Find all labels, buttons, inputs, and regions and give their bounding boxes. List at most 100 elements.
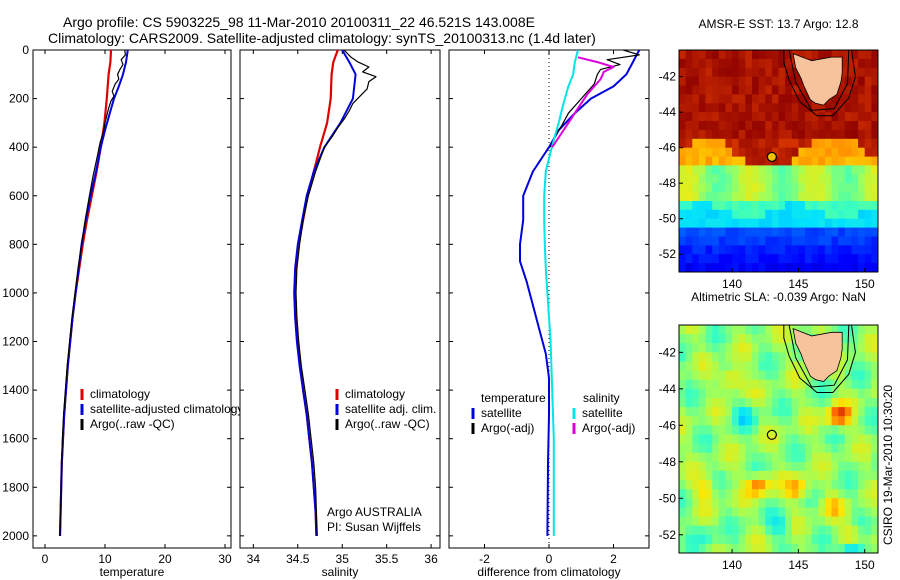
map-cell bbox=[752, 334, 760, 344]
map-cell bbox=[838, 94, 846, 104]
map-cell bbox=[851, 434, 859, 445]
map-cell bbox=[871, 443, 878, 454]
map-cell bbox=[698, 76, 707, 87]
map-cell bbox=[679, 480, 687, 490]
map-cell bbox=[698, 443, 707, 454]
map-cell bbox=[692, 121, 700, 131]
map-cell bbox=[791, 379, 799, 390]
map-cell bbox=[725, 138, 733, 149]
map-cell bbox=[858, 227, 866, 238]
map-cell bbox=[679, 334, 687, 344]
map-cell bbox=[732, 58, 740, 69]
map-cell bbox=[718, 227, 726, 238]
map-cell bbox=[705, 452, 713, 463]
map-cell bbox=[758, 443, 766, 454]
map-cell bbox=[811, 254, 819, 264]
map-cell bbox=[752, 498, 760, 508]
map-cell bbox=[851, 443, 859, 454]
map-cell bbox=[844, 201, 852, 211]
map-cell bbox=[725, 218, 733, 229]
map-cell bbox=[791, 121, 799, 131]
y-tick-label: 400 bbox=[9, 140, 29, 154]
map-cell bbox=[705, 543, 713, 553]
map-cell bbox=[732, 507, 740, 518]
map-cell bbox=[712, 245, 720, 255]
map-cell bbox=[732, 343, 740, 353]
map-cell bbox=[758, 192, 766, 202]
map-cell bbox=[864, 507, 872, 518]
map-cell bbox=[692, 507, 700, 518]
map-cell bbox=[725, 534, 733, 545]
map-cell bbox=[732, 516, 740, 527]
map-cell bbox=[798, 452, 806, 463]
map-cell bbox=[758, 452, 766, 463]
map-cell bbox=[831, 50, 839, 60]
map-cell bbox=[732, 218, 740, 229]
map-cell bbox=[798, 103, 806, 113]
map-cell bbox=[824, 379, 833, 390]
map-y-tick-label: -52 bbox=[659, 247, 677, 261]
plot-frame bbox=[239, 49, 441, 549]
map-cell bbox=[858, 209, 866, 220]
map-cell bbox=[778, 85, 786, 95]
map-cell bbox=[745, 407, 753, 417]
map-cell bbox=[698, 112, 707, 122]
map-cell bbox=[685, 227, 693, 238]
map-cell bbox=[712, 174, 720, 184]
map-cell bbox=[745, 470, 753, 481]
map-cell bbox=[752, 534, 760, 545]
map-cell bbox=[758, 525, 766, 536]
map-cell bbox=[725, 452, 733, 463]
map-cell bbox=[831, 245, 839, 255]
map-cell bbox=[712, 434, 720, 445]
map-cell bbox=[871, 334, 878, 344]
map-cell bbox=[685, 480, 693, 490]
map-cell bbox=[738, 201, 746, 211]
map-cell bbox=[851, 534, 859, 545]
map-cell bbox=[785, 50, 793, 60]
map-cell bbox=[831, 461, 839, 472]
map-cell bbox=[824, 543, 833, 553]
map-cell bbox=[718, 507, 726, 518]
map-cell bbox=[685, 461, 693, 472]
map-cell bbox=[679, 112, 687, 122]
map-cell bbox=[811, 489, 819, 499]
map-cell bbox=[752, 407, 760, 417]
map-cell bbox=[712, 85, 720, 95]
map-cell bbox=[844, 209, 852, 220]
series-line-temperature-argo-adj- bbox=[550, 50, 640, 148]
map-cell bbox=[871, 85, 878, 95]
map-cell bbox=[785, 192, 793, 202]
map-cell bbox=[785, 398, 793, 408]
map-cell bbox=[778, 156, 786, 167]
map-cell bbox=[679, 370, 687, 381]
map-cell bbox=[771, 470, 780, 481]
map-cell bbox=[798, 263, 806, 272]
map-cell bbox=[805, 525, 813, 536]
map-cell bbox=[858, 236, 866, 246]
map-cell bbox=[732, 138, 740, 149]
map-cell bbox=[805, 209, 813, 220]
map-cell bbox=[685, 129, 693, 140]
legend-group-title: salinity bbox=[583, 391, 620, 405]
map-cell bbox=[805, 218, 813, 229]
map-cell bbox=[679, 129, 687, 140]
map-cell bbox=[692, 103, 700, 113]
map-cell bbox=[725, 407, 733, 417]
map-cell bbox=[738, 507, 746, 518]
map-cell bbox=[738, 379, 746, 390]
map-cell bbox=[831, 183, 839, 193]
map-cell bbox=[705, 183, 713, 193]
series-line-satellite-adj-clim- bbox=[293, 50, 357, 536]
map-cell bbox=[718, 370, 726, 381]
map-cell bbox=[692, 218, 700, 229]
map-cell bbox=[765, 507, 773, 518]
map-cell bbox=[745, 379, 753, 390]
map-cell bbox=[745, 138, 753, 149]
map-cell bbox=[752, 489, 760, 499]
map-cell bbox=[758, 245, 766, 255]
map-cell bbox=[752, 254, 760, 264]
map-cell bbox=[738, 352, 746, 363]
map-cell bbox=[858, 407, 866, 417]
map-cell bbox=[844, 489, 852, 499]
